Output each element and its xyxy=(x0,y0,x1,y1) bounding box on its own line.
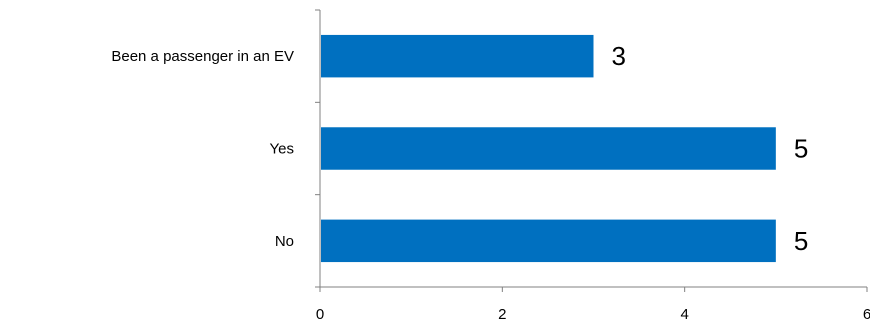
category-label: No xyxy=(275,233,294,250)
data-label: 3 xyxy=(612,41,626,71)
data-label: 5 xyxy=(794,226,808,256)
bar xyxy=(321,34,594,78)
bar xyxy=(321,219,776,263)
data-label: 5 xyxy=(794,134,808,164)
x-tick-label: 0 xyxy=(316,306,324,323)
x-tick-label: 4 xyxy=(680,306,688,323)
x-tick-label: 2 xyxy=(498,306,506,323)
category-label: Been a passenger in an EV xyxy=(111,48,294,65)
x-tick-label: 6 xyxy=(863,306,870,323)
category-label: Yes xyxy=(270,141,294,158)
bar xyxy=(321,127,776,170)
